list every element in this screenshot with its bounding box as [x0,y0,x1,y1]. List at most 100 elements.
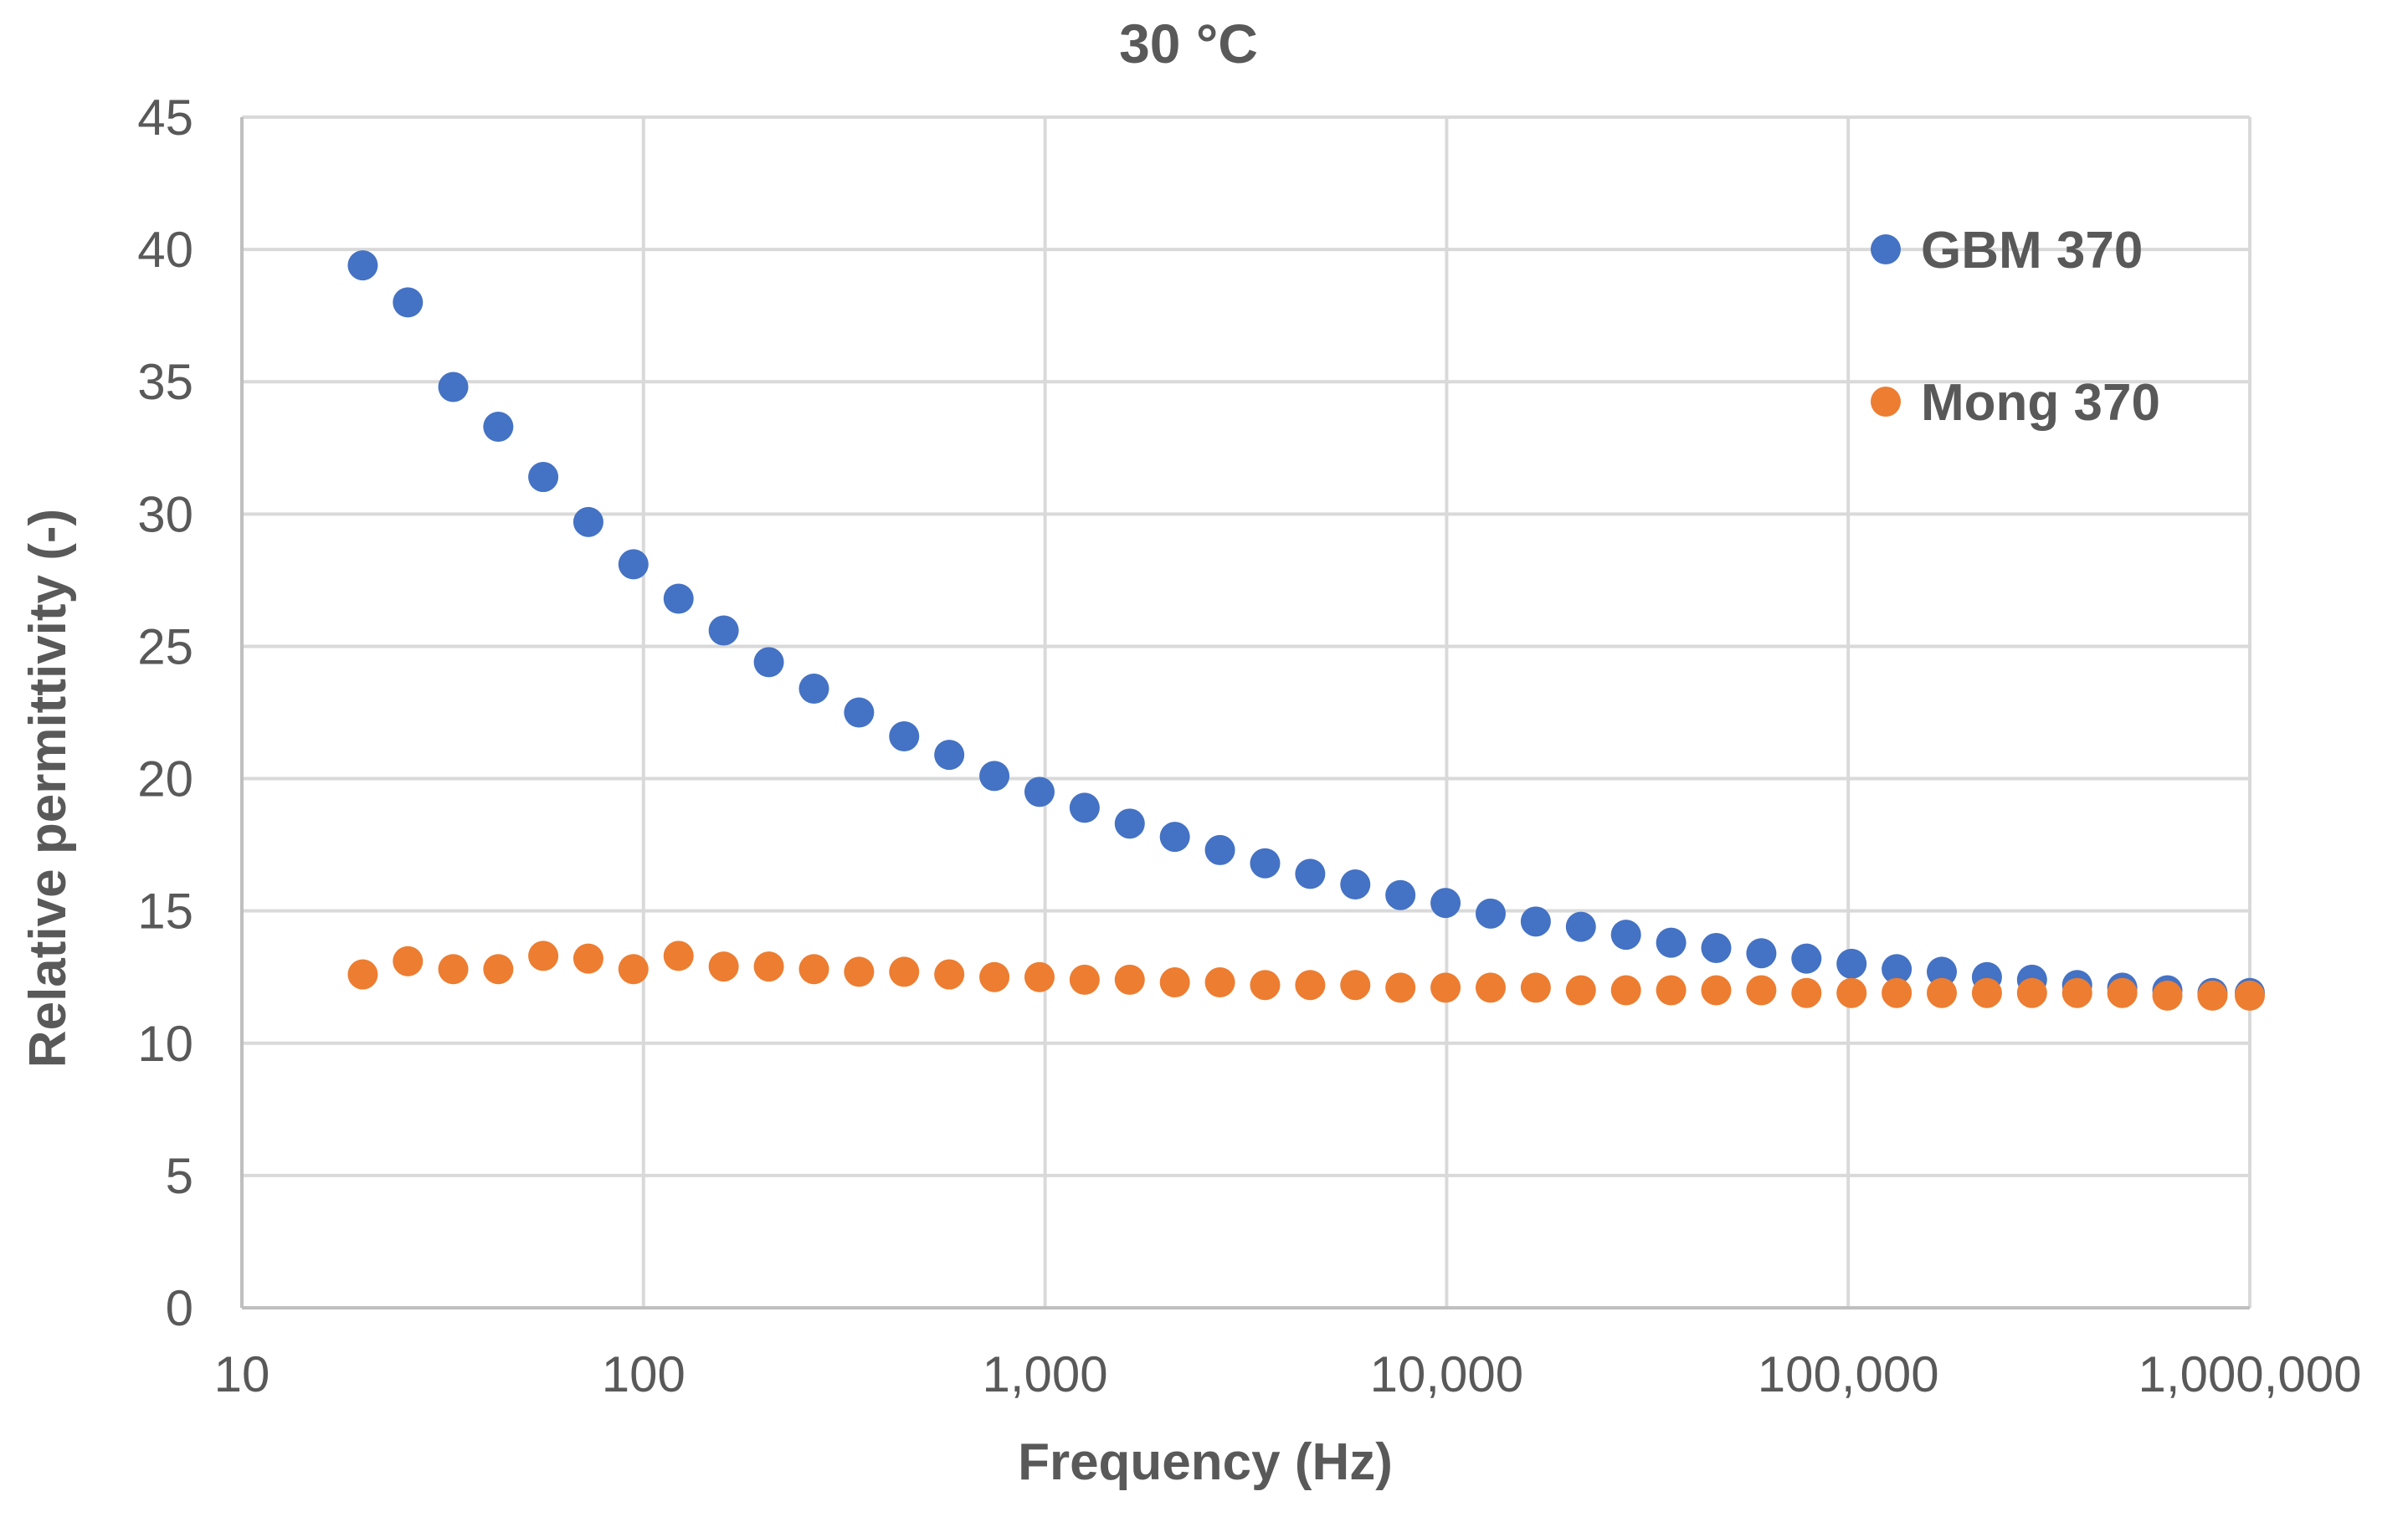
data-point [528,940,559,971]
x-axis-title: Frequency (Hz) [1018,1433,1393,1491]
gridlines [242,115,2251,1308]
data-point [1069,964,1100,995]
y-axis-title: Relative permittivity (-) [19,509,77,1068]
data-point [1836,948,1867,979]
y-tick-label: 45 [137,90,193,146]
data-point [979,761,1010,792]
data-point [438,372,469,402]
x-tick-label: 1,000 [983,1346,1108,1402]
x-tick-label: 10,000 [1370,1346,1524,1402]
data-point [1520,906,1551,937]
data-point [1836,977,1867,1008]
data-point [1882,954,1913,985]
data-point [1701,975,1732,1006]
chart-title: 30 °C [1119,13,1258,74]
data-point [1701,932,1732,963]
data-point [1746,938,1777,969]
data-point [1475,898,1506,929]
data-point [798,954,829,985]
data-point [528,462,559,493]
data-point [2061,977,2092,1008]
data-point [2152,980,2183,1011]
data-point [1204,967,1235,998]
data-point [1114,964,1145,995]
data-point [2235,980,2265,1011]
data-point [393,287,424,318]
legend-marker [1871,387,1901,417]
data-point [347,959,378,990]
y-tick-label: 25 [137,618,193,674]
legend: GBM 370 Mong 370 [1871,222,2160,432]
data-point [1024,776,1055,807]
data-point [483,411,514,442]
y-tick-label: 35 [137,354,193,410]
data-point [1565,911,1596,942]
data-point [393,946,424,976]
data-point [1520,972,1551,1003]
y-tick-label: 30 [137,486,193,542]
data-point [1565,975,1596,1006]
data-series [347,250,2265,1011]
data-point [1159,967,1190,998]
x-tick-label: 1,000,000 [2138,1346,2362,1402]
data-point [1610,920,1641,951]
data-point [844,697,875,728]
data-point [1385,879,1416,910]
data-point [1882,977,1913,1008]
data-point [618,954,649,985]
legend-label: GBM 370 [1921,222,2143,279]
data-point [1069,792,1100,823]
data-point [708,951,739,982]
y-tick-label: 10 [137,1016,193,1072]
data-point [663,940,694,971]
data-point [1791,943,1822,974]
data-point [1746,975,1777,1006]
data-point [1610,975,1641,1006]
data-point [1340,869,1371,900]
data-point [753,647,784,678]
tick-labels: 0 5 10 15 20 25 30 35 40 45 10 100 1,000 10,000 100,00… [137,90,2361,1402]
data-point [483,954,514,985]
data-point [2016,977,2047,1008]
data-point [934,959,965,990]
data-point [618,549,649,580]
y-tick-label: 15 [137,884,193,940]
y-tick-label: 5 [166,1148,193,1204]
data-point [438,954,469,985]
x-tick-label: 10 [214,1346,270,1402]
data-point [1927,977,1958,1008]
data-point [889,956,920,987]
legend-label: Mong 370 [1921,374,2160,432]
y-tick-label: 40 [137,222,193,278]
series-mong-370 [347,940,2265,1011]
data-point [1024,961,1055,992]
data-point [1204,834,1235,865]
data-point [663,583,694,614]
data-point [798,674,829,705]
data-point [1114,808,1145,839]
data-point [2197,980,2228,1011]
data-point [1656,975,1687,1006]
data-point [1430,888,1461,919]
legend-marker [1871,234,1901,264]
x-tick-label: 100,000 [1758,1346,1939,1402]
data-point [1250,970,1281,1001]
data-point [1295,858,1326,889]
data-point [1385,972,1416,1003]
data-point [1250,848,1281,879]
data-point [979,961,1010,992]
y-tick-label: 0 [166,1280,193,1336]
data-point [1430,972,1461,1003]
x-tick-label: 100 [602,1346,685,1402]
data-point [1791,977,1822,1008]
data-point [708,615,739,646]
data-point [753,951,784,982]
data-point [934,740,965,771]
data-point [572,943,603,974]
series-gbm-370 [347,250,2265,1008]
data-point [347,250,378,281]
data-point [2107,977,2138,1008]
data-point [889,720,920,751]
data-point [844,956,875,987]
